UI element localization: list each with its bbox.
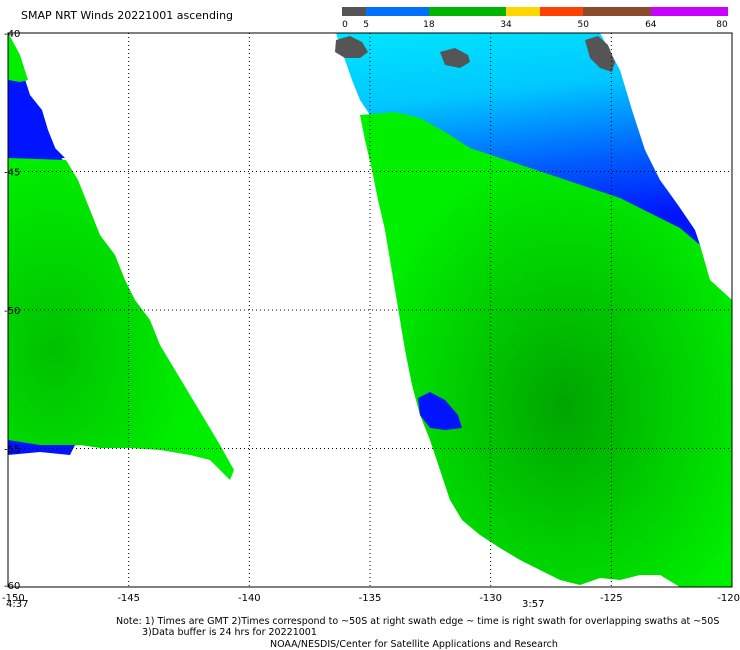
map-grid: [8, 33, 732, 587]
note-line-1: Note: 1) Times are GMT 2)Times correspon…: [116, 616, 720, 627]
x-tick-label: -135: [359, 593, 382, 604]
right-swath-time: 3:57: [522, 599, 545, 610]
x-tick-label: -130: [479, 593, 502, 604]
x-tick-label: -140: [238, 593, 261, 604]
wind-speed-colorbar: [342, 7, 728, 16]
y-tick-label: -50: [4, 306, 20, 317]
left-swath-green: [8, 158, 234, 480]
colorbar-label: 50: [577, 20, 589, 30]
colorbar-label: 64: [645, 20, 657, 30]
land-patch-2: [440, 48, 470, 68]
right-swath-blue-region: [336, 33, 700, 245]
map-title: SMAP NRT Winds 20221001 ascending: [21, 9, 234, 22]
y-tick-label: -45: [4, 168, 20, 179]
x-axis-ticks: -150 -145 -140 -135 -130 -125 -120: [2, 593, 740, 604]
colorbar-segment: [342, 7, 367, 16]
land-patch-1: [335, 36, 368, 58]
note-line-3: NOAA/NESDIS/Center for Satellite Applica…: [270, 639, 558, 650]
colorbar-segment: [583, 7, 651, 16]
note-line-2: 3)Data buffer is 24 hrs for 20221001: [142, 627, 317, 638]
y-tick-label: -40: [4, 29, 20, 40]
colorbar-segment: [650, 7, 728, 16]
colorbar-label: 5: [363, 20, 369, 30]
right-swath-blue-patch: [418, 392, 462, 430]
x-tick-label: -120: [717, 593, 740, 604]
left-swath-blue-bottom: [8, 440, 75, 455]
right-swath-green: [360, 112, 732, 587]
colorbar-label: 18: [423, 20, 435, 30]
x-tick-label: -150: [2, 593, 25, 604]
left-swath-green-top: [8, 33, 28, 82]
y-tick-label: -55: [4, 445, 20, 456]
colorbar-label: 0: [342, 20, 348, 30]
x-tick-label: -125: [600, 593, 623, 604]
y-tick-label: -60: [4, 581, 20, 592]
colorbar-label: 80: [716, 20, 728, 30]
x-tick-label: -145: [117, 593, 140, 604]
colorbar-segment: [506, 7, 540, 16]
left-swath-blue-strip: [8, 80, 65, 160]
left-swath-time: 4:37: [6, 599, 29, 610]
map-frame: [7, 32, 733, 588]
y-axis-ticks: -40 -45 -50 -55 -60: [4, 29, 20, 592]
colorbar-label: 34: [500, 20, 512, 30]
colorbar-segment: [366, 7, 429, 16]
colorbar-segment: [539, 7, 584, 16]
land-patch-3: [585, 36, 615, 72]
colorbar-segment: [428, 7, 507, 16]
